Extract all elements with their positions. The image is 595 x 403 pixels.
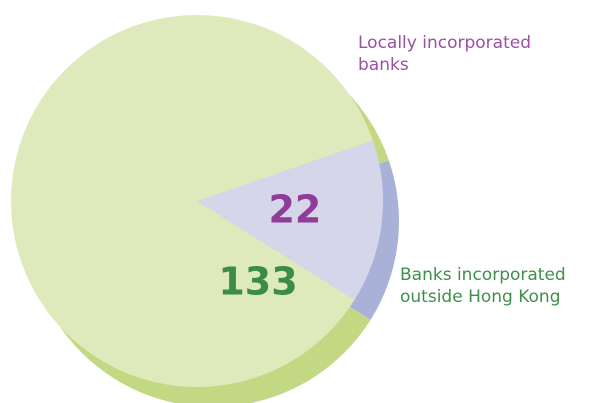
pie-value-label-0: 22 <box>268 188 321 232</box>
slice-label-foreign-line-2: outside Hong Kong <box>400 287 561 307</box>
slice-label-local-line-2: banks <box>358 55 409 75</box>
slice-label-locally-incorporated: Locally incorporated banks <box>358 32 588 76</box>
slice-label-foreign-line-1: Banks incorporated <box>400 265 566 285</box>
pie-slice-1 <box>11 14 373 387</box>
pie-slice-0 <box>197 140 384 300</box>
slice-label-local-line-1: Locally incorporated <box>358 33 531 53</box>
pie-value-label-1: 133 <box>218 260 297 304</box>
pie-slices <box>11 14 384 387</box>
pie-value-labels: 22 133 <box>218 188 321 304</box>
slice-label-incorporated-outside-hk: Banks incorporated outside Hong Kong <box>400 264 595 308</box>
